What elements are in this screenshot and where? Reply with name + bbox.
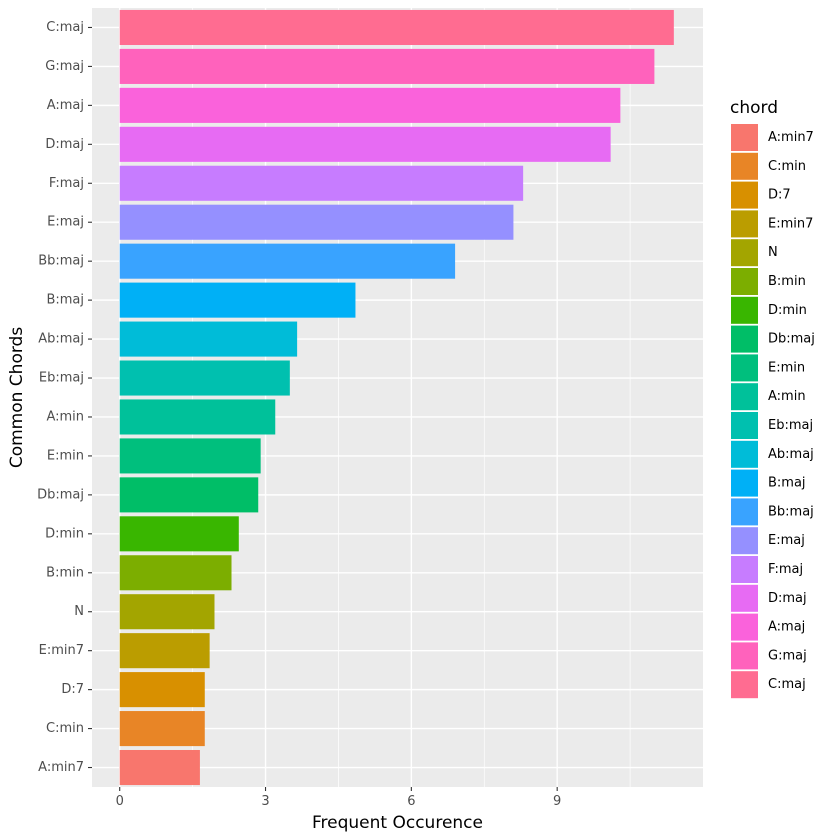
legend-label: C:maj: [768, 677, 806, 692]
bar-e-maj: [119, 204, 514, 240]
legend-swatch: [731, 498, 758, 526]
x-tick-label: 6: [407, 794, 415, 809]
legend-swatch: [731, 671, 758, 699]
bars-layer: [119, 9, 674, 786]
y-tick-label: D:min: [45, 526, 84, 541]
bar-b-min: [119, 555, 232, 591]
y-tick-label: E:min7: [39, 643, 84, 658]
bar-c-maj: [119, 9, 674, 46]
y-tick-label: D:7: [61, 682, 84, 697]
bar-f-maj: [119, 165, 524, 201]
x-axis: 0 3 6 9: [116, 787, 561, 809]
y-tick-label: C:maj: [46, 20, 84, 35]
y-tick-label: Ab:maj: [38, 332, 84, 347]
legend-label: E:min7: [768, 216, 813, 231]
y-axis: C:maj G:maj A:maj D:maj F:maj E:maj Bb:maj B:ma…: [37, 20, 92, 775]
x-axis-title: Frequent Occurence: [312, 813, 483, 833]
y-tick-label: A:min7: [38, 760, 84, 775]
bar-bb-maj: [119, 243, 456, 279]
legend-label: A:min7: [768, 130, 814, 145]
legend-swatch: [731, 440, 758, 468]
x-tick-label: 3: [261, 794, 269, 809]
legend-label: Db:maj: [768, 332, 815, 347]
x-tick-label: 9: [553, 794, 561, 809]
legend-label: E:min: [768, 360, 805, 375]
legend-label: Ab:maj: [768, 447, 814, 462]
bar-d-min: [119, 516, 239, 552]
legend-label: C:min: [768, 159, 806, 174]
legend-swatch: [731, 412, 758, 439]
y-tick-label: E:min: [47, 448, 84, 463]
bar-e-min7: [119, 633, 210, 669]
legend-swatch: [731, 469, 758, 497]
y-tick-label: N: [74, 604, 84, 619]
y-tick-label: G:maj: [45, 59, 84, 74]
y-axis-title: Common Chords: [7, 327, 27, 468]
legend-label: D:maj: [768, 591, 807, 606]
bar-db-maj: [119, 477, 259, 513]
bar-n: [119, 594, 215, 630]
bar-e-min: [119, 438, 261, 474]
legend-label: Bb:maj: [768, 504, 814, 519]
legend-label: A:maj: [768, 620, 805, 635]
plot-panel: [92, 8, 703, 787]
legend-swatch: [731, 210, 758, 238]
legend-label: F:maj: [768, 562, 803, 577]
legend: chord A:min7 C:min D:7 E:min7 N B:min D:min Db:…: [730, 98, 815, 699]
legend-label: D:7: [768, 188, 791, 203]
bar-g-maj: [119, 48, 655, 84]
y-tick-label: A:maj: [47, 98, 84, 113]
legend-label: E:maj: [768, 533, 805, 548]
legend-swatch: [731, 181, 758, 209]
y-tick-label: D:maj: [45, 137, 84, 152]
legend-swatch: [731, 613, 758, 641]
y-tick-label: B:min: [46, 565, 84, 580]
bar-a-min: [119, 399, 276, 435]
legend-swatch: [731, 124, 758, 151]
legend-swatch: [731, 296, 758, 324]
bar-ab-maj: [119, 321, 298, 357]
legend-swatch: [731, 152, 758, 180]
bar-a-maj: [119, 87, 621, 123]
y-tick-label: Eb:maj: [39, 371, 84, 386]
legend-label: D:min: [768, 303, 807, 318]
y-tick-label: Db:maj: [37, 487, 84, 502]
bar-eb-maj: [119, 360, 290, 396]
bar-c-min: [119, 711, 205, 747]
legend-label: G:maj: [768, 648, 807, 663]
bar-a-min7: [119, 749, 200, 786]
y-tick-label: C:min: [46, 721, 84, 736]
x-tick-label: 0: [116, 794, 124, 809]
y-tick-label: E:maj: [47, 215, 84, 230]
legend-swatch: [731, 383, 758, 411]
legend-swatch: [731, 239, 758, 267]
legend-swatch: [731, 584, 758, 612]
y-tick-label: B:maj: [46, 293, 84, 308]
legend-swatch: [731, 527, 758, 555]
legend-swatch: [731, 556, 758, 583]
y-tick-label: F:maj: [49, 176, 84, 191]
legend-swatch: [731, 354, 758, 382]
legend-swatch: [731, 325, 758, 353]
bar-b-maj: [119, 282, 356, 318]
legend-swatch: [731, 642, 758, 670]
legend-label: Eb:maj: [768, 418, 813, 433]
legend-title: chord: [730, 98, 778, 118]
legend-label: A:min: [768, 389, 806, 404]
bar-d-7: [119, 672, 205, 708]
legend-items: A:min7 C:min D:7 E:min7 N B:min D:min Db:maj E:m…: [731, 124, 815, 699]
legend-label: B:maj: [768, 476, 806, 491]
legend-label: B:min: [768, 274, 806, 289]
y-tick-label: Bb:maj: [38, 254, 84, 269]
bar-d-maj: [119, 126, 611, 162]
legend-swatch: [731, 268, 758, 295]
legend-label: N: [768, 245, 778, 260]
y-tick-label: A:min: [46, 409, 84, 424]
